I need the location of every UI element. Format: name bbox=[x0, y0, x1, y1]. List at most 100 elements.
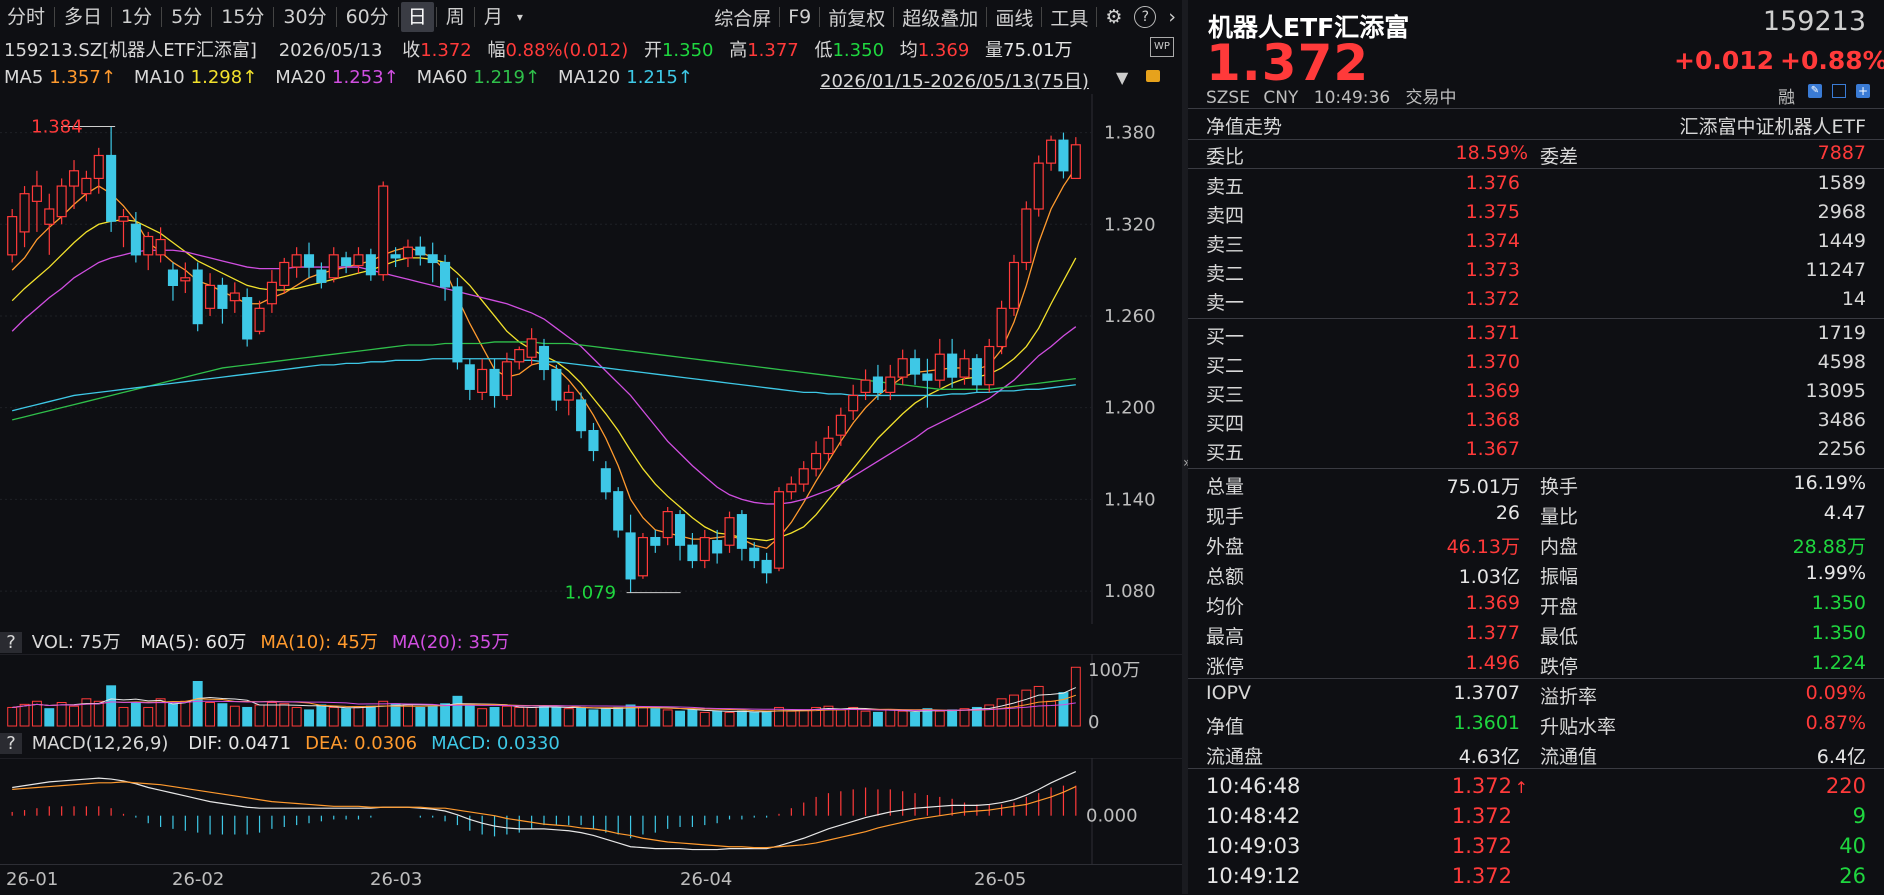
candle-body bbox=[328, 254, 339, 279]
bid-level-label: 买二 bbox=[1206, 355, 1245, 377]
tick-volume: 220 bbox=[1825, 774, 1866, 798]
candle-body bbox=[44, 208, 55, 225]
quote-row: 卖三 1.374 1449 bbox=[1188, 228, 1884, 257]
toolbar-menu-item[interactable]: 前复权 bbox=[828, 7, 886, 30]
ma-legend: MA5 1.357↑ MA10 1.298↑ MA20 1.253↑ MA60 1.219↑ M… bbox=[4, 67, 711, 88]
volume-bar bbox=[897, 710, 908, 727]
bid-volume: 3486 bbox=[1817, 409, 1866, 431]
nav-trend-link[interactable]: 净值走势 bbox=[1206, 116, 1283, 138]
y-tick-label: 0.000 bbox=[1086, 806, 1138, 827]
vol-help-icon[interactable]: ? bbox=[0, 632, 22, 653]
candle-body bbox=[291, 254, 302, 268]
quote-row: 总额 1.03亿 振幅 1.99% bbox=[1188, 560, 1884, 589]
settings-gear-icon[interactable]: ⚙ bbox=[1105, 6, 1123, 28]
period-tab[interactable]: 60分 bbox=[345, 6, 389, 28]
period-tab[interactable]: 月 bbox=[483, 6, 503, 28]
period-tab[interactable]: 5分 bbox=[171, 6, 203, 28]
dropdown-caret-icon[interactable]: ▾ bbox=[516, 10, 523, 24]
period-tab[interactable]: 多日 bbox=[64, 6, 103, 28]
quote-row: 卖二 1.373 11247 bbox=[1188, 257, 1884, 286]
stat-value: 28.88万 bbox=[1792, 536, 1866, 558]
volume-bar bbox=[464, 704, 475, 727]
candle-body bbox=[934, 353, 945, 381]
panel-divider[interactable] bbox=[1182, 0, 1188, 894]
weibi-label: 委比 bbox=[1206, 146, 1245, 168]
period-tab[interactable]: 日 bbox=[400, 2, 434, 32]
stat-label: 最低 bbox=[1540, 626, 1579, 648]
volume-bar bbox=[81, 698, 92, 727]
date-range[interactable]: 2026/01/15-2026/05/13(75日) bbox=[820, 71, 1089, 92]
quote-row: 外盘 46.13万 内盘 28.88万 bbox=[1188, 530, 1884, 559]
edit-icon[interactable]: ✎ bbox=[1808, 84, 1822, 98]
plus-square-icon[interactable]: + bbox=[1856, 84, 1870, 98]
macd-help-icon[interactable]: ? bbox=[0, 733, 22, 754]
toolbar-menu-item[interactable]: 超级叠加 bbox=[902, 7, 979, 30]
volume-bar bbox=[143, 706, 154, 727]
candle-body bbox=[452, 286, 463, 363]
candle-body bbox=[81, 177, 92, 195]
weicha-value: 7887 bbox=[1817, 142, 1866, 164]
quote-row: 10:48:42 1.372 9 bbox=[1188, 802, 1884, 831]
security-code-name: 159213.SZ[机器人ETF汇添富] bbox=[4, 40, 257, 61]
range-dropdown-icon[interactable]: ▼ bbox=[1116, 68, 1129, 87]
macd-legend: ? MACD(12,26,9) DIF: 0.0471 DEA: 0.0306 MA… bbox=[0, 733, 1182, 759]
volume-chart[interactable]: 100万 0 bbox=[0, 654, 1182, 730]
period-tab[interactable]: 1分 bbox=[121, 6, 153, 28]
ma-label: MA5 bbox=[4, 67, 44, 88]
nav-trend-row[interactable]: 净值走势 汇添富中证机器人ETF bbox=[1188, 110, 1884, 139]
last-price: 1.372 bbox=[1206, 34, 1370, 92]
candle-body bbox=[68, 170, 80, 187]
indicator-legend-item: MA(5): 60万 bbox=[140, 632, 247, 653]
quote-row: 买四 1.368 3486 bbox=[1188, 407, 1884, 436]
chevron-right-icon[interactable]: › bbox=[1168, 6, 1176, 28]
wp-icon[interactable]: WP bbox=[1150, 37, 1174, 57]
minus-square-icon[interactable] bbox=[1832, 84, 1846, 98]
toolbar-menu-item[interactable]: 工具 bbox=[1050, 7, 1089, 30]
volume-bar bbox=[600, 708, 611, 727]
period-tab[interactable]: 15分 bbox=[221, 6, 265, 28]
toolbar-menu-item[interactable]: F9 bbox=[788, 6, 812, 28]
bid-price: 1.367 bbox=[1465, 438, 1520, 460]
price-change: +0.012 bbox=[1674, 46, 1775, 75]
stat-label: 溢折率 bbox=[1540, 686, 1598, 708]
candle-body bbox=[1021, 208, 1032, 264]
toolbar-menu-item[interactable]: 综合屏 bbox=[714, 7, 772, 30]
tick-time: 10:49:12 bbox=[1206, 864, 1301, 888]
candle-body bbox=[31, 185, 42, 202]
ma-label: MA20 bbox=[275, 67, 327, 88]
help-icon[interactable]: ? bbox=[1134, 6, 1157, 28]
period-tab[interactable]: 30分 bbox=[283, 6, 327, 28]
open-value: 1.350 bbox=[661, 40, 714, 61]
candle-body bbox=[600, 468, 611, 493]
volume-bar bbox=[378, 700, 389, 727]
macd-chart[interactable]: 0.000 bbox=[0, 758, 1182, 864]
indicator-legend-item: MA(10): 45万 bbox=[260, 632, 378, 653]
volume-bar bbox=[514, 706, 525, 727]
stat-label: 流通值 bbox=[1540, 746, 1598, 768]
period-tab[interactable]: 分时 bbox=[7, 6, 46, 28]
volume-bar bbox=[675, 710, 685, 727]
expand-chevron-icon[interactable]: » bbox=[1183, 455, 1192, 471]
close-label: 收 bbox=[402, 40, 421, 61]
volume-bar bbox=[328, 706, 339, 727]
ask-level-label: 卖三 bbox=[1206, 234, 1245, 256]
volume-bar bbox=[168, 703, 178, 727]
ask-price: 1.373 bbox=[1465, 259, 1520, 281]
toolbar-divider bbox=[54, 7, 56, 27]
weicha-label: 委差 bbox=[1540, 146, 1579, 168]
volume-bar bbox=[712, 710, 723, 727]
volume-bar bbox=[835, 709, 846, 727]
candle-body bbox=[1046, 139, 1057, 164]
candlestick-chart[interactable]: 1.380 1.320 1.260 1.200 1.140 1.080 1.384 1.079 bbox=[0, 94, 1182, 624]
candle-body bbox=[551, 368, 562, 401]
period-tab[interactable]: 周 bbox=[445, 6, 465, 28]
volume-bar bbox=[786, 710, 797, 727]
volume-bar bbox=[1009, 694, 1019, 727]
stat-value: 75.01万 bbox=[1446, 476, 1520, 498]
candle-body bbox=[217, 284, 228, 309]
toolbar-menu-item[interactable]: 画线 bbox=[995, 7, 1034, 30]
lock-icon[interactable] bbox=[1146, 70, 1160, 82]
volume-bar bbox=[947, 709, 958, 727]
stat-value: 1.350 bbox=[1811, 622, 1866, 644]
high-value: 1.377 bbox=[747, 40, 799, 61]
